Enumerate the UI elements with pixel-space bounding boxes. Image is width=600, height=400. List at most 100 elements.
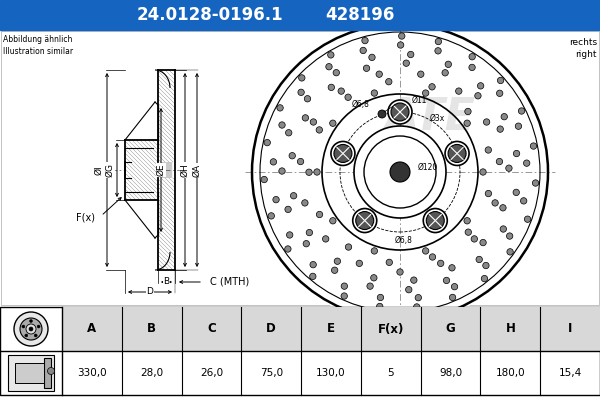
Text: ØG: ØG bbox=[106, 163, 115, 177]
Circle shape bbox=[322, 236, 329, 242]
Circle shape bbox=[530, 143, 537, 149]
Circle shape bbox=[356, 260, 362, 266]
Circle shape bbox=[485, 190, 491, 197]
Text: Ø3x: Ø3x bbox=[430, 114, 445, 122]
Circle shape bbox=[277, 105, 283, 111]
Circle shape bbox=[445, 142, 469, 166]
Circle shape bbox=[523, 160, 530, 166]
Circle shape bbox=[47, 368, 55, 374]
Circle shape bbox=[469, 54, 475, 60]
Circle shape bbox=[464, 218, 470, 224]
Text: E: E bbox=[327, 322, 335, 336]
Circle shape bbox=[449, 294, 456, 301]
Circle shape bbox=[435, 48, 441, 54]
Circle shape bbox=[378, 110, 386, 118]
Circle shape bbox=[334, 144, 352, 162]
Circle shape bbox=[464, 120, 470, 126]
Circle shape bbox=[483, 262, 489, 269]
Text: ATE: ATE bbox=[385, 96, 476, 138]
Circle shape bbox=[475, 93, 481, 99]
Circle shape bbox=[403, 60, 409, 66]
Circle shape bbox=[364, 65, 370, 72]
Circle shape bbox=[388, 100, 412, 124]
Circle shape bbox=[304, 96, 311, 102]
Text: ØH: ØH bbox=[181, 163, 190, 177]
Text: C (MTH): C (MTH) bbox=[210, 277, 249, 287]
Circle shape bbox=[302, 200, 308, 206]
Circle shape bbox=[418, 71, 424, 77]
Bar bbox=[158, 178, 175, 270]
Circle shape bbox=[426, 212, 444, 230]
Circle shape bbox=[465, 229, 472, 235]
Circle shape bbox=[37, 325, 40, 328]
Bar bbox=[62, 307, 600, 351]
Circle shape bbox=[273, 196, 279, 203]
Text: 28,0: 28,0 bbox=[140, 368, 163, 378]
Circle shape bbox=[481, 275, 488, 282]
Circle shape bbox=[371, 248, 377, 254]
Text: D: D bbox=[266, 322, 276, 336]
Circle shape bbox=[397, 42, 404, 48]
Circle shape bbox=[371, 275, 377, 281]
Bar bbox=[158, 70, 175, 162]
Circle shape bbox=[310, 262, 316, 268]
Text: 180,0: 180,0 bbox=[496, 368, 525, 378]
Text: ØI: ØI bbox=[95, 165, 104, 175]
Text: I: I bbox=[568, 322, 572, 336]
Circle shape bbox=[449, 265, 455, 271]
Circle shape bbox=[377, 303, 383, 310]
Text: 24.0128-0196.1: 24.0128-0196.1 bbox=[137, 6, 283, 24]
Circle shape bbox=[451, 284, 458, 290]
Text: 26,0: 26,0 bbox=[200, 368, 223, 378]
Circle shape bbox=[314, 169, 320, 175]
Circle shape bbox=[480, 239, 486, 246]
Text: ØA: ØA bbox=[193, 164, 202, 176]
Text: Ø120: Ø120 bbox=[418, 162, 438, 172]
Circle shape bbox=[22, 325, 25, 328]
Circle shape bbox=[268, 213, 274, 219]
Circle shape bbox=[364, 136, 436, 208]
Circle shape bbox=[329, 120, 336, 126]
Circle shape bbox=[298, 89, 304, 96]
Circle shape bbox=[518, 108, 525, 114]
Circle shape bbox=[513, 189, 520, 196]
Circle shape bbox=[514, 150, 520, 157]
Circle shape bbox=[34, 334, 37, 337]
Circle shape bbox=[410, 277, 417, 283]
Circle shape bbox=[497, 126, 503, 132]
Text: C: C bbox=[207, 322, 216, 336]
Circle shape bbox=[524, 216, 531, 222]
Circle shape bbox=[448, 144, 466, 162]
Text: A: A bbox=[88, 322, 97, 336]
Circle shape bbox=[334, 258, 341, 264]
Circle shape bbox=[333, 70, 340, 76]
Circle shape bbox=[406, 286, 412, 293]
Circle shape bbox=[279, 122, 285, 128]
Circle shape bbox=[331, 267, 338, 274]
Circle shape bbox=[485, 147, 491, 153]
Circle shape bbox=[326, 64, 332, 70]
Circle shape bbox=[310, 119, 317, 125]
Circle shape bbox=[270, 159, 277, 165]
Circle shape bbox=[286, 130, 292, 136]
Circle shape bbox=[506, 233, 513, 239]
Text: 75,0: 75,0 bbox=[260, 368, 283, 378]
Circle shape bbox=[29, 320, 32, 322]
Circle shape bbox=[284, 246, 291, 252]
Text: B: B bbox=[147, 322, 156, 336]
Text: Abbildung ähnlich
Illustration similar: Abbildung ähnlich Illustration similar bbox=[3, 35, 73, 56]
Circle shape bbox=[476, 256, 482, 263]
Circle shape bbox=[26, 324, 36, 334]
Text: 130,0: 130,0 bbox=[316, 368, 346, 378]
Circle shape bbox=[437, 260, 444, 266]
Text: Ø11: Ø11 bbox=[412, 96, 427, 104]
Circle shape bbox=[429, 84, 435, 90]
Circle shape bbox=[316, 127, 323, 133]
Circle shape bbox=[250, 22, 550, 322]
Circle shape bbox=[367, 283, 373, 289]
Circle shape bbox=[500, 226, 506, 232]
Circle shape bbox=[429, 254, 436, 260]
Circle shape bbox=[360, 47, 367, 54]
Circle shape bbox=[302, 115, 308, 121]
Circle shape bbox=[279, 168, 285, 174]
